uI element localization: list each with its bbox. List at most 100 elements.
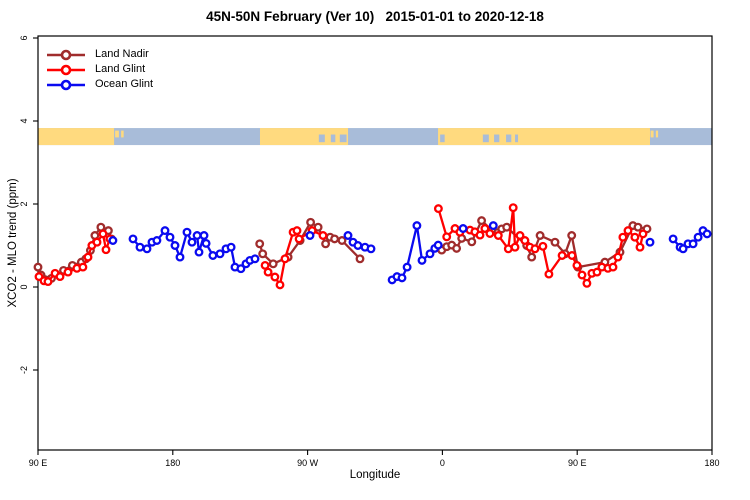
data-point-land-nadir bbox=[255, 239, 265, 249]
data-point-land-glint bbox=[101, 245, 111, 255]
data-point-ocean-glint bbox=[215, 249, 225, 259]
data-point-ocean-glint bbox=[187, 237, 197, 247]
data-point-land-nadir bbox=[633, 222, 643, 232]
legend-label: Land Glint bbox=[95, 63, 146, 75]
data-point-ocean-glint bbox=[366, 244, 376, 254]
data-point-land-nadir bbox=[535, 231, 545, 240]
data-point-land-glint bbox=[520, 236, 530, 245]
map-strip-lake bbox=[506, 134, 512, 143]
data-point-land-glint bbox=[263, 267, 273, 277]
map-strip-lake bbox=[318, 134, 325, 143]
data-point-ocean-glint bbox=[194, 247, 204, 257]
legend-item-land-nadir: Land Nadir bbox=[46, 47, 153, 62]
data-point-land-nadir bbox=[306, 217, 316, 227]
data-point-ocean-glint bbox=[397, 273, 407, 283]
x-tick-label: 180 bbox=[704, 458, 719, 468]
data-point-land-glint bbox=[63, 267, 73, 277]
map-strip-lake bbox=[494, 134, 500, 143]
data-point-land-nadir bbox=[33, 262, 43, 272]
legend-item-ocean-glint: Ocean Glint bbox=[46, 77, 153, 92]
data-point-land-glint bbox=[442, 232, 452, 242]
map-strip-lake bbox=[515, 134, 519, 143]
data-point-ocean-glint bbox=[645, 237, 655, 247]
map-strip-land-segment bbox=[259, 128, 349, 146]
data-point-land-glint bbox=[270, 272, 280, 282]
y-tick-label: 0 bbox=[19, 284, 29, 289]
data-point-ocean-glint bbox=[165, 232, 175, 242]
map-strip-island bbox=[115, 130, 119, 138]
data-point-land-nadir bbox=[330, 234, 340, 244]
data-point-ocean-glint bbox=[199, 231, 209, 240]
data-point-ocean-glint bbox=[693, 232, 703, 242]
data-point-land-glint bbox=[98, 229, 108, 239]
x-tick-label: 0 bbox=[440, 458, 445, 468]
data-point-land-nadir bbox=[258, 249, 268, 259]
legend-swatch-icon bbox=[47, 79, 85, 90]
data-point-land-nadir bbox=[337, 236, 347, 245]
y-tick-label: 2 bbox=[19, 201, 29, 206]
x-axis-label: Longitude bbox=[349, 469, 401, 481]
data-point-ocean-glint bbox=[417, 255, 427, 265]
data-point-ocean-glint bbox=[160, 226, 170, 236]
data-point-land-glint bbox=[260, 260, 270, 270]
map-strip-island bbox=[121, 130, 124, 138]
data-point-ocean-glint bbox=[702, 229, 712, 239]
data-point-land-glint bbox=[292, 226, 302, 236]
data-point-ocean-glint bbox=[152, 236, 162, 245]
data-point-land-glint bbox=[577, 270, 587, 280]
map-strip-lake bbox=[482, 134, 489, 143]
data-point-land-glint bbox=[510, 242, 520, 252]
y-tick-label: 4 bbox=[19, 118, 29, 123]
data-point-ocean-glint bbox=[250, 254, 260, 264]
data-point-land-glint bbox=[294, 234, 304, 244]
data-point-ocean-glint bbox=[305, 231, 315, 240]
data-point-land-nadir bbox=[567, 231, 577, 240]
x-tick-label: 180 bbox=[165, 458, 180, 468]
data-point-land-glint bbox=[480, 224, 490, 233]
data-point-ocean-glint bbox=[343, 231, 353, 240]
y-axis-label: XCO2 - MLO trend (ppm) bbox=[7, 178, 19, 308]
data-point-land-glint bbox=[623, 226, 633, 236]
legend-label: Land Nadir bbox=[95, 48, 149, 60]
data-point-land-nadir bbox=[452, 243, 462, 253]
x-tick-label: 90 E bbox=[29, 458, 48, 468]
data-point-land-glint bbox=[630, 232, 640, 242]
map-strip-land-segment bbox=[438, 128, 650, 146]
legend-swatch-icon bbox=[47, 49, 85, 60]
x-tick-label: 90 W bbox=[297, 458, 319, 468]
map-strip-land-segment bbox=[38, 128, 115, 146]
map-strip-lake bbox=[440, 134, 445, 143]
map-strip-lake bbox=[330, 134, 336, 143]
data-point-land-glint bbox=[592, 267, 602, 277]
data-point-land-glint bbox=[493, 231, 503, 240]
map-strip-island bbox=[655, 130, 659, 138]
data-point-land-nadir bbox=[502, 222, 512, 232]
data-point-land-nadir bbox=[550, 237, 560, 247]
data-point-ocean-glint bbox=[208, 251, 218, 260]
data-point-land-glint bbox=[83, 252, 93, 262]
data-point-land-glint bbox=[635, 242, 645, 252]
data-point-ocean-glint bbox=[458, 224, 468, 233]
data-point-land-glint bbox=[55, 272, 65, 282]
data-point-land-glint bbox=[78, 262, 88, 272]
chart-title: 45N-50N February (Ver 10) 2015-01-01 to … bbox=[206, 9, 544, 24]
data-point-land-nadir bbox=[477, 216, 487, 226]
y-tick-label: 6 bbox=[19, 35, 29, 40]
data-point-land-glint bbox=[475, 230, 485, 240]
data-point-land-glint bbox=[275, 280, 285, 290]
data-point-land-glint bbox=[485, 229, 495, 238]
data-point-ocean-glint bbox=[412, 221, 422, 231]
data-point-ocean-glint bbox=[201, 238, 211, 248]
data-point-land-nadir bbox=[527, 252, 537, 262]
legend: Land Nadir Land Glint Ocean Glint bbox=[46, 47, 153, 92]
data-point-ocean-glint bbox=[226, 242, 236, 252]
data-point-land-glint bbox=[280, 254, 290, 264]
data-point-ocean-glint bbox=[128, 234, 138, 244]
legend-item-land-glint: Land Glint bbox=[46, 62, 153, 77]
data-point-ocean-glint bbox=[488, 221, 498, 231]
data-point-land-nadir bbox=[467, 237, 477, 247]
data-point-land-glint bbox=[618, 232, 628, 242]
data-point-ocean-glint bbox=[170, 241, 180, 250]
data-point-land-nadir bbox=[268, 259, 278, 269]
